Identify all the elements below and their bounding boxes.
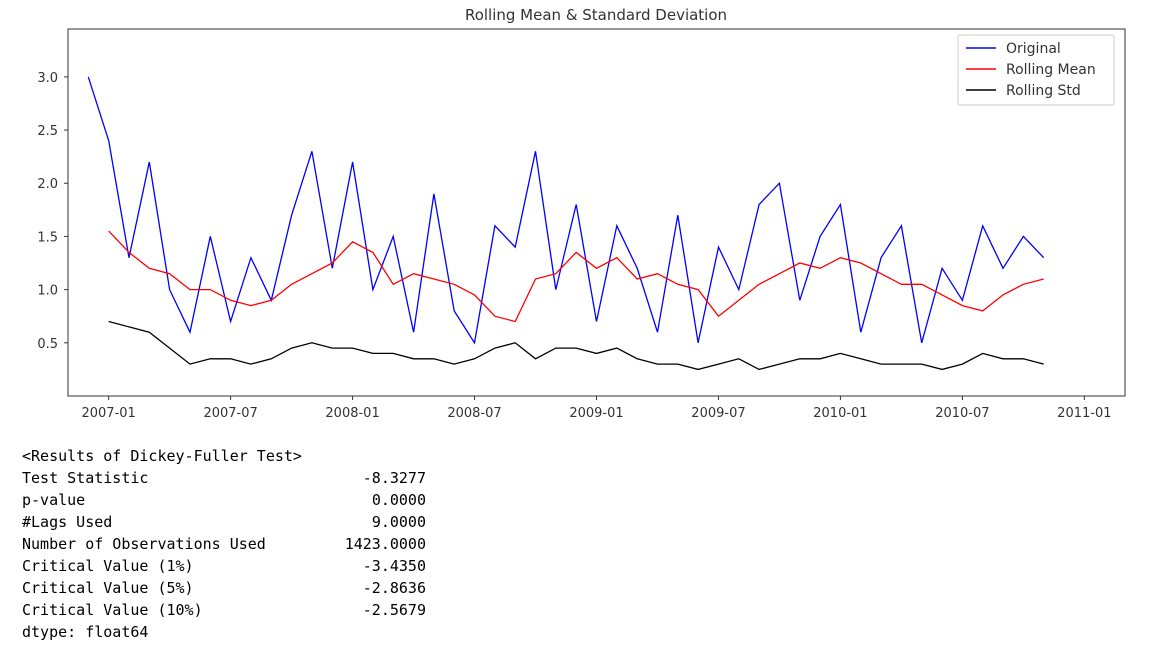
output-row: Critical Value (1%) -3.4350 bbox=[22, 555, 426, 577]
x-tick-label: 2007-01 bbox=[81, 406, 135, 421]
output-row: Test Statistic -8.3277 bbox=[22, 467, 426, 489]
y-tick-label: 0.5 bbox=[37, 337, 58, 352]
chart-title: Rolling Mean & Standard Deviation bbox=[465, 6, 727, 24]
output-value: -2.5679 bbox=[362, 601, 426, 619]
legend-box bbox=[957, 34, 1115, 106]
legend-label: Rolling Std bbox=[1006, 83, 1081, 99]
x-tick-label: 2009-01 bbox=[569, 406, 623, 421]
output-row: Critical Value (5%) -2.8636 bbox=[22, 577, 426, 599]
y-tick-label: 3.0 bbox=[37, 71, 58, 86]
y-tick-label: 1.5 bbox=[37, 230, 58, 245]
test-output: <Results of Dickey-Fuller Test> Test Sta… bbox=[22, 445, 426, 643]
series-line bbox=[108, 320, 1044, 371]
output-label: Number of Observations Used bbox=[22, 535, 266, 553]
y-tick-label: 1.0 bbox=[37, 284, 58, 299]
output-value: -2.8636 bbox=[362, 579, 426, 597]
legend-label: Rolling Mean bbox=[1006, 62, 1096, 78]
output-label: Critical Value (5%) bbox=[22, 579, 194, 597]
output-rows: Test Statistic -8.3277 p-value 0.0000 #Lags … bbox=[22, 467, 426, 621]
output-label: #Lags Used bbox=[22, 513, 113, 531]
output-row: #Lags Used 9.0000 bbox=[22, 511, 426, 533]
output-label: Test Statistic bbox=[22, 469, 149, 487]
output-row: Critical Value (10%) -2.5679 bbox=[22, 599, 426, 621]
y-tick-label: 2.0 bbox=[37, 177, 58, 192]
output-value: 0.0000 bbox=[371, 491, 426, 509]
x-tick-label: 2009-07 bbox=[691, 406, 745, 421]
output-row: p-value 0.0000 bbox=[22, 489, 426, 511]
output-label: Critical Value (10%) bbox=[22, 601, 203, 619]
x-tick-label: 2011-01 bbox=[1057, 406, 1111, 421]
x-tick-label: 2010-01 bbox=[813, 406, 867, 421]
chart: Rolling Mean & Standard Deviation 0.5 1.0… bbox=[37, 6, 1126, 421]
series-line bbox=[108, 230, 1044, 323]
output-label: Critical Value (1%) bbox=[22, 557, 194, 575]
x-tick-label: 2010-07 bbox=[935, 406, 989, 421]
output-value: -8.3277 bbox=[362, 469, 426, 487]
legend-label: Original bbox=[1006, 41, 1061, 57]
output-footer: dtype: float64 bbox=[22, 623, 149, 641]
output-value: 1423.0000 bbox=[344, 535, 426, 553]
x-tick-label: 2008-07 bbox=[447, 406, 501, 421]
x-tick-label: 2007-07 bbox=[203, 406, 257, 421]
x-tick-label: 2008-01 bbox=[325, 406, 379, 421]
output-value: 9.0000 bbox=[371, 513, 426, 531]
y-tick-label: 2.5 bbox=[37, 124, 58, 139]
output-label: p-value bbox=[22, 491, 86, 509]
output-row: Number of Observations Used 1423.0000 bbox=[22, 533, 426, 555]
output-value: -3.4350 bbox=[362, 557, 426, 575]
output-header: <Results of Dickey-Fuller Test> bbox=[22, 447, 302, 465]
series-line bbox=[87, 76, 1045, 345]
